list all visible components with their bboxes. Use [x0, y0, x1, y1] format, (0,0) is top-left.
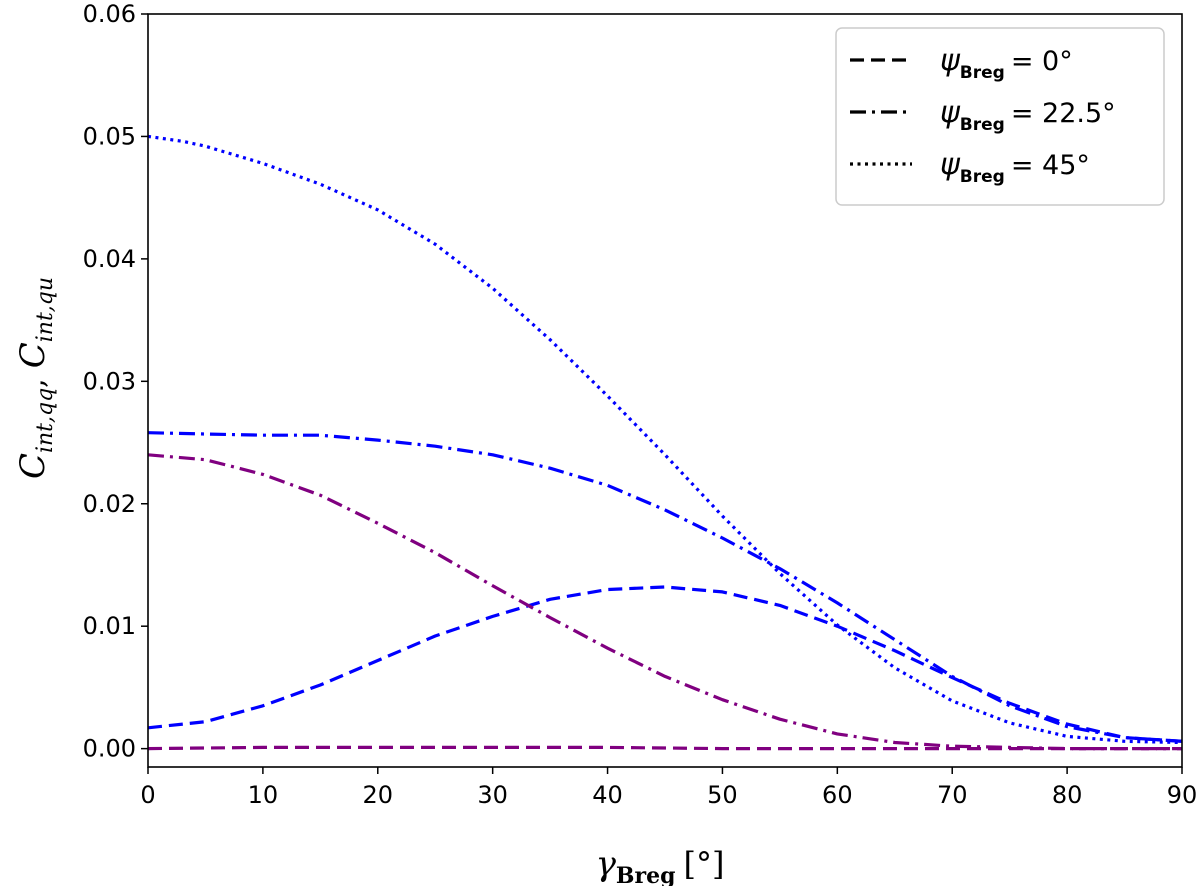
- ticks-group: 0 10 20 30 40 50 60 70 80 90 0.00 0.01 0.02 0.03 0.04 0…: [83, 0, 1198, 809]
- legend: ψBreg = 0° ψBreg = 22.5° ψBreg = 45°: [835, 27, 1165, 206]
- series-line-dashdot-purple: [147, 453, 1182, 751]
- y-tick-label: 0.02: [83, 490, 136, 518]
- x-axis-label-main: γ: [596, 844, 617, 884]
- x-tick-label: 10: [248, 781, 279, 809]
- y-tick-label: 0.06: [83, 0, 136, 28]
- legend-label: ψBreg = 45°: [940, 147, 1090, 187]
- legend-label: ψBreg = 22.5°: [940, 95, 1116, 135]
- legend-box: [835, 27, 1165, 206]
- y-axis-label-s1: int,qq: [33, 388, 58, 453]
- x-tick-label: 20: [363, 781, 394, 809]
- series-group: [147, 134, 1183, 751]
- x-tick-label: 80: [1052, 781, 1083, 809]
- y-axis-label: Cint,qq, Cint,qu: [13, 277, 58, 479]
- axes-frame: [147, 13, 1183, 768]
- y-axis-label-c2: C: [13, 342, 53, 368]
- x-axis-label-sub: Breg: [616, 863, 676, 886]
- x-axis-label-unit: [°]: [683, 845, 724, 883]
- y-tick-label: 0.04: [83, 245, 136, 273]
- x-tick-label: 60: [822, 781, 853, 809]
- y-axis-label-s2: int,qu: [33, 277, 58, 342]
- x-tick-label: 70: [937, 781, 968, 809]
- y-tick-label: 0.00: [83, 735, 136, 763]
- x-tick-label: 40: [592, 781, 623, 809]
- y-tick-label: 0.01: [83, 612, 136, 640]
- series-line-dashed-blue: [147, 585, 1183, 743]
- y-tick-label: 0.03: [83, 367, 136, 395]
- y-axis-label-c1: C: [13, 453, 53, 479]
- y-tick-label: 0.05: [83, 122, 136, 150]
- x-tick-label: 90: [1167, 781, 1198, 809]
- x-tick-label: 50: [707, 781, 738, 809]
- series-line-dotted-blue: [147, 134, 1183, 745]
- legend-label: ψBreg = 0°: [940, 43, 1073, 83]
- series-line-dashdot-blue: [147, 431, 1183, 743]
- x-axis-label: γBreg [°]: [596, 844, 725, 886]
- y-axis-label-sep: ,: [17, 378, 52, 388]
- x-tick-label: 0: [140, 781, 155, 809]
- x-tick-label: 30: [477, 781, 508, 809]
